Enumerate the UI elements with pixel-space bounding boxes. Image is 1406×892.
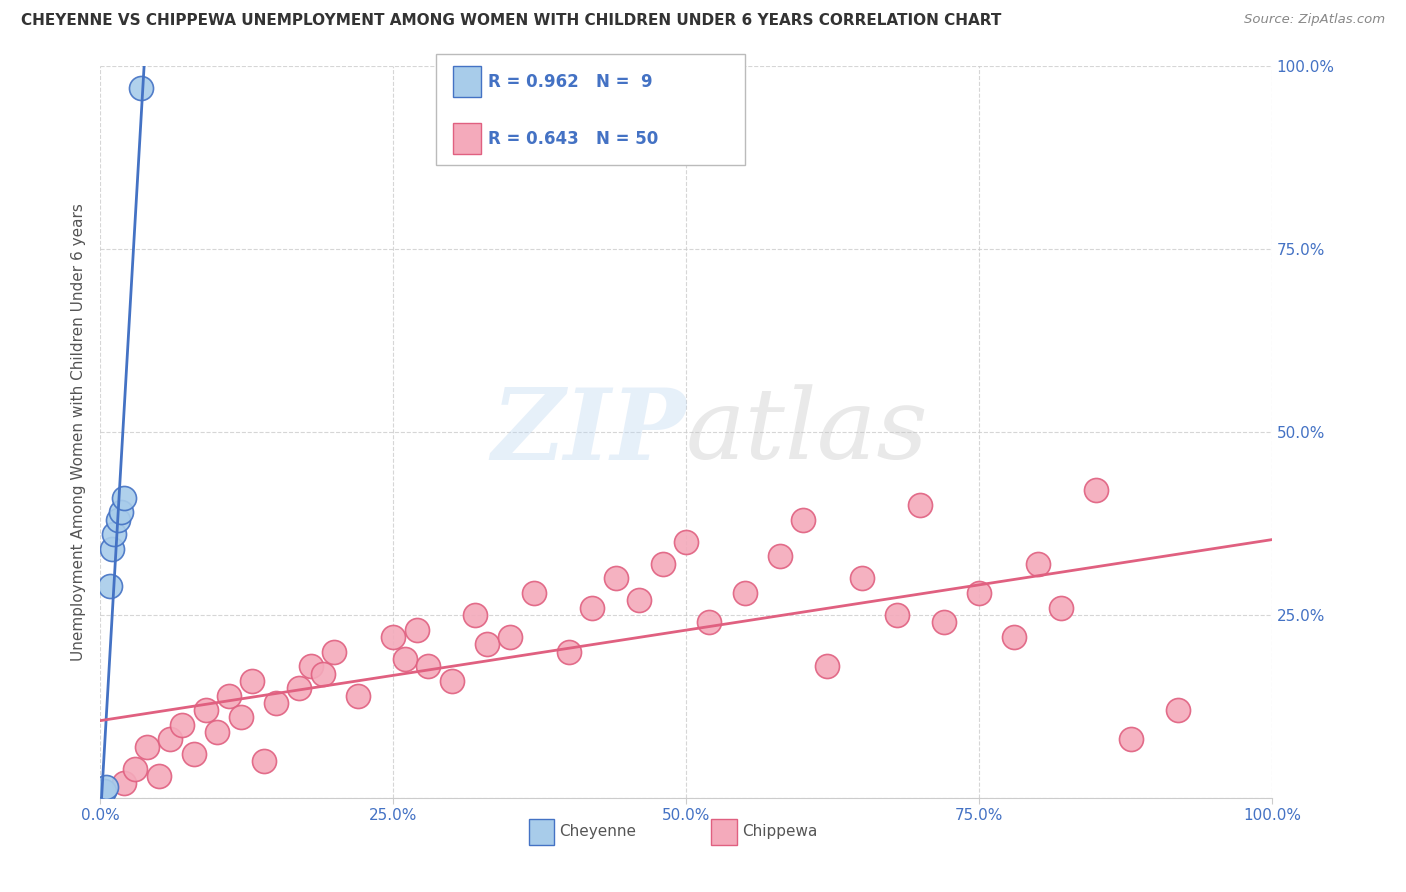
Point [103, 527, 125, 541]
Point [347, 689, 370, 703]
Text: R = 0.643   N = 50: R = 0.643 N = 50 [488, 129, 658, 148]
Text: CHEYENNE VS CHIPPEWA UNEMPLOYMENT AMONG WOMEN WITH CHILDREN UNDER 6 YEARS CORREL: CHEYENNE VS CHIPPEWA UNEMPLOYMENT AMONG … [21, 13, 1001, 29]
Point [440, 673, 463, 688]
Point [464, 607, 486, 622]
Text: Cheyenne: Cheyenne [560, 824, 637, 839]
Text: Source: ZipAtlas.com: Source: ZipAtlas.com [1244, 13, 1385, 27]
Point [93, 783, 115, 797]
Point [675, 534, 697, 549]
Point [183, 747, 205, 761]
Point [194, 703, 217, 717]
Point [112, 491, 135, 505]
Point [699, 615, 721, 630]
Point [129, 80, 152, 95]
Point [110, 505, 132, 519]
Point [136, 739, 159, 754]
Text: atlas: atlas [686, 384, 929, 480]
Text: ZIP: ZIP [491, 384, 686, 480]
Point [1121, 732, 1143, 747]
Point [394, 652, 416, 666]
Point [112, 776, 135, 790]
Point [792, 513, 814, 527]
Point [1085, 483, 1108, 498]
Point [382, 630, 405, 644]
Point [405, 623, 427, 637]
Point [148, 769, 170, 783]
Point [207, 725, 229, 739]
Point [101, 541, 124, 556]
Point [172, 718, 194, 732]
Point [418, 659, 440, 673]
Point [967, 586, 990, 600]
Point [159, 732, 181, 747]
Point [851, 571, 873, 585]
Point [581, 600, 603, 615]
Point [1026, 557, 1049, 571]
Point [499, 630, 522, 644]
Point [558, 644, 581, 658]
Point [886, 607, 908, 622]
Point [1050, 600, 1073, 615]
Text: R = 0.962   N =  9: R = 0.962 N = 9 [488, 72, 652, 91]
Point [734, 586, 756, 600]
Point [769, 549, 792, 564]
Text: Chippewa: Chippewa [742, 824, 818, 839]
Point [628, 593, 651, 607]
Point [815, 659, 838, 673]
Point [124, 762, 146, 776]
Point [242, 673, 264, 688]
Point [1167, 703, 1189, 717]
Point [218, 689, 240, 703]
Point [312, 666, 335, 681]
Point [229, 710, 252, 724]
Point [264, 696, 287, 710]
Point [605, 571, 627, 585]
Y-axis label: Unemployment Among Women with Children Under 6 years: Unemployment Among Women with Children U… [72, 202, 86, 661]
Point [323, 644, 346, 658]
Point [299, 659, 322, 673]
Point [94, 780, 117, 794]
Point [107, 513, 129, 527]
Point [523, 586, 546, 600]
Point [98, 579, 121, 593]
Point [932, 615, 955, 630]
Point [651, 557, 673, 571]
Point [910, 498, 932, 512]
Point [475, 637, 498, 651]
Point [253, 755, 276, 769]
Point [1002, 630, 1025, 644]
Point [288, 681, 311, 696]
